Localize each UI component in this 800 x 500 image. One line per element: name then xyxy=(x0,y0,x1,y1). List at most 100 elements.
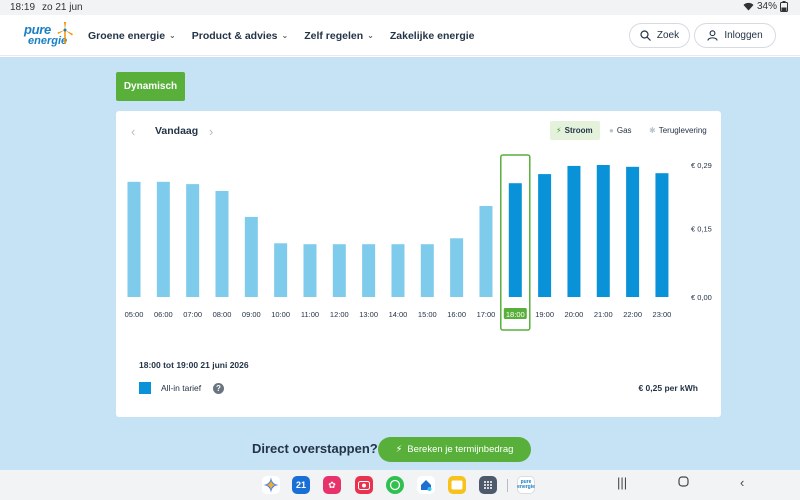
nav-zakelijke-energie[interactable]: Zakelijke energie xyxy=(390,30,475,42)
nav-label: Groene energie xyxy=(88,29,166,42)
site-header: pure energie Groene energie ⌄ Product & … xyxy=(0,15,800,56)
tariff-tab-dynamisch[interactable]: Dynamisch xyxy=(116,72,185,101)
chart-bar[interactable] xyxy=(362,244,376,297)
legend-swatch xyxy=(139,382,151,394)
chart-bar[interactable] xyxy=(420,244,434,297)
pure-energie-logo[interactable]: pure energie xyxy=(22,22,74,50)
bolt-icon: ⚡︎ xyxy=(556,126,562,135)
recent-apps-button[interactable]: ||| xyxy=(617,475,628,490)
chart-bar[interactable] xyxy=(655,173,669,297)
x-tick-label: 15:00 xyxy=(418,310,437,319)
bolt-icon: ⚡︎ xyxy=(395,444,403,455)
previous-day-button[interactable]: ‹ xyxy=(131,124,136,139)
chart-bar[interactable] xyxy=(479,205,493,297)
day-label: Vandaag xyxy=(155,125,199,137)
wifi-icon xyxy=(743,2,754,11)
x-tick-label: 05:00 xyxy=(125,310,144,319)
y-tick-label: € 0,00 xyxy=(691,293,712,302)
calendar-icon[interactable]: 21 xyxy=(292,476,310,494)
main-nav: Groene energie ⌄ Product & advies ⌄ Zelf… xyxy=(88,15,491,56)
chart-bar[interactable] xyxy=(626,166,640,297)
search-icon xyxy=(640,30,651,41)
x-tick-label: 08:00 xyxy=(213,310,232,319)
next-day-button[interactable]: › xyxy=(209,124,214,139)
chart-bar[interactable] xyxy=(156,181,170,297)
login-button[interactable]: Inloggen xyxy=(694,23,776,48)
cta-text: Direct overstappen? xyxy=(252,441,378,456)
nav-zelf-regelen[interactable]: Zelf regelen ⌄ xyxy=(304,30,374,42)
selected-hour-label-bg xyxy=(503,308,527,319)
nav-label: Product & advies xyxy=(191,29,278,42)
search-label: Zoek xyxy=(656,30,680,41)
chart-bar[interactable] xyxy=(186,184,200,297)
selected-hour-highlight[interactable] xyxy=(500,154,531,331)
x-tick-label: 20:00 xyxy=(565,310,584,319)
chevron-down-icon: ⌄ xyxy=(281,31,289,40)
home-icon[interactable] xyxy=(417,476,435,494)
chart-bar[interactable] xyxy=(215,190,229,297)
chart-bar[interactable] xyxy=(244,216,258,297)
x-tick-label: 07:00 xyxy=(183,310,202,319)
camera-icon[interactable] xyxy=(355,476,373,494)
x-tick-label: 17:00 xyxy=(477,310,496,319)
x-tick-label: 19:00 xyxy=(535,310,554,319)
chart-bar[interactable] xyxy=(274,243,288,297)
chart-bar[interactable] xyxy=(332,244,346,297)
chart-bar[interactable] xyxy=(391,244,405,297)
x-tick-label: 06:00 xyxy=(154,310,173,319)
pure-energie-app-icon[interactable]: pure energie xyxy=(517,476,535,494)
x-tick-label: 22:00 xyxy=(623,310,642,319)
chart-bar[interactable] xyxy=(450,238,464,297)
back-button[interactable]: ‹ xyxy=(740,475,745,490)
tab-teruglevering[interactable]: ✱ Teruglevering xyxy=(643,121,713,140)
android-dock: 21 ✿ pure energie ||| ‹ xyxy=(0,470,800,500)
login-label: Inloggen xyxy=(724,30,763,41)
chart-bar[interactable] xyxy=(508,183,522,297)
status-right: 34% xyxy=(743,1,788,12)
flower-icon[interactable]: ✿ xyxy=(323,476,341,494)
x-tick-label: 09:00 xyxy=(242,310,261,319)
home-button[interactable] xyxy=(678,475,689,490)
status-bar: 18:19 zo 21 jun 34% xyxy=(0,0,800,15)
x-tick-label: 18:00 xyxy=(506,310,525,319)
tab-label: Stroom xyxy=(564,126,593,135)
tab-label: Teruglevering xyxy=(658,126,707,135)
nav-groene-energie[interactable]: Groene energie ⌄ xyxy=(88,30,176,42)
user-icon xyxy=(707,30,718,41)
chart-bar[interactable] xyxy=(303,244,317,297)
notes-icon[interactable] xyxy=(448,476,466,494)
nav-label: Zakelijke energie xyxy=(389,29,475,42)
pure-app-line1: pure xyxy=(520,479,532,485)
x-tick-label: 11:00 xyxy=(301,310,319,319)
flame-icon: ● xyxy=(609,126,614,135)
logo-text-line2: energie xyxy=(28,35,68,47)
help-icon[interactable]: ? xyxy=(213,383,224,394)
legend-label: All-in tarief xyxy=(161,383,202,393)
nav-product-advies[interactable]: Product & advies ⌄ xyxy=(192,30,288,42)
chart-bar[interactable] xyxy=(538,174,552,297)
x-tick-label: 21:00 xyxy=(594,310,613,319)
x-tick-label: 14:00 xyxy=(389,310,408,319)
chart-bar[interactable] xyxy=(567,165,581,297)
y-tick-label: € 0,29 xyxy=(691,161,712,170)
chart-bar[interactable] xyxy=(127,181,141,297)
chart-bar[interactable] xyxy=(596,165,610,297)
search-button[interactable]: Zoek xyxy=(629,23,690,48)
tab-stroom[interactable]: ⚡︎ Stroom xyxy=(550,121,600,140)
chevron-down-icon: ⌄ xyxy=(169,31,176,40)
status-time: 18:19 xyxy=(10,2,36,13)
battery-level: 34% xyxy=(756,1,777,12)
whatsapp-icon[interactable] xyxy=(386,476,404,494)
y-tick-label: € 0,15 xyxy=(691,225,712,234)
sun-icon: ✱ xyxy=(649,126,656,135)
calendar-day: 21 xyxy=(295,480,306,490)
x-tick-label: 12:00 xyxy=(330,310,349,319)
apps-grid-icon[interactable] xyxy=(479,476,497,494)
x-tick-label: 16:00 xyxy=(447,310,466,319)
gemini-icon[interactable] xyxy=(262,476,280,494)
nav-label: Zelf regelen xyxy=(304,29,364,42)
calculate-installment-button[interactable]: ⚡︎ Bereken je termijnbedrag xyxy=(378,437,531,462)
tab-gas[interactable]: ● Gas xyxy=(603,121,638,140)
x-tick-label: 23:00 xyxy=(653,310,672,319)
